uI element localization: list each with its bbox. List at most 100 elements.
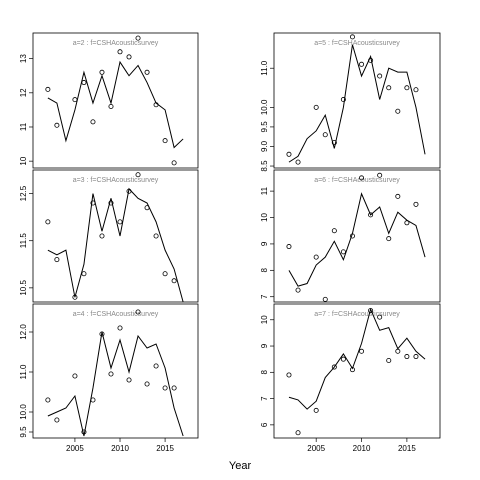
y-tick-label: 10	[260, 315, 269, 324]
panel: a=2 : f=CSHAcousticsurvey 10 11 12 13	[19, 32, 199, 169]
y-tick-label: 13	[19, 54, 28, 63]
y-tick-label: 9.0	[260, 140, 269, 152]
y-tick-label: 11.0	[260, 60, 269, 76]
data-point	[368, 212, 374, 218]
data-point	[126, 188, 132, 194]
data-point	[295, 430, 301, 436]
panel-title: a=6 : f=CSHAcousticsurvey	[314, 177, 400, 184]
data-point	[349, 233, 355, 239]
data-point	[331, 228, 337, 234]
data-point	[45, 219, 51, 225]
series-line	[288, 44, 426, 163]
y-tick-label: 12	[19, 88, 28, 97]
panel: a=7 : f=CSHAcousticsurvey 6 7 8 9 10 2005 2010 2…	[260, 303, 441, 453]
y-tick-label: 9.5	[260, 121, 269, 133]
data-point	[135, 309, 141, 315]
data-point	[108, 103, 114, 109]
y-tick-label: 8	[260, 268, 269, 273]
data-point	[377, 314, 383, 320]
panel: a=3 : f=CSHAcousticsurvey 10.5 11.5 12.5	[19, 169, 199, 303]
y-tick-label: 10.0	[19, 404, 28, 420]
panel: a=5 : f=CSHAcousticsurvey 8.5 9.0 9.5 10.0 11…	[260, 32, 441, 172]
data-point	[377, 172, 383, 178]
y-tick-label: 10.0	[260, 99, 269, 115]
data-point	[162, 138, 168, 144]
series-line	[288, 192, 426, 287]
y-tick-label: 11.0	[19, 364, 28, 380]
data-point	[126, 377, 132, 383]
plot-area	[286, 172, 426, 302]
data-point	[45, 397, 51, 403]
data-point	[286, 244, 292, 250]
data-point	[135, 172, 141, 178]
data-point	[99, 331, 105, 337]
data-point	[171, 385, 177, 391]
data-point	[313, 254, 319, 260]
data-point	[340, 356, 346, 362]
data-point	[117, 219, 123, 225]
panel-frame	[32, 32, 199, 169]
panel-frame	[32, 303, 199, 439]
y-tick-label: 8.5	[260, 160, 269, 172]
plot-area	[286, 34, 426, 165]
data-point	[295, 287, 301, 293]
data-point	[108, 371, 114, 377]
series-line	[288, 307, 426, 410]
data-point	[413, 201, 419, 207]
data-point	[386, 236, 392, 242]
data-point	[144, 205, 150, 211]
y-tick-label: 10	[260, 213, 269, 222]
data-point	[368, 308, 374, 314]
data-point	[72, 373, 78, 379]
data-point	[117, 325, 123, 331]
x-tick-label: 2010	[111, 444, 129, 453]
x-tick-label: 2015	[156, 444, 174, 453]
y-tick-label: 7	[260, 396, 269, 401]
data-point	[171, 278, 177, 284]
y-tick-label: 7	[260, 294, 269, 299]
data-point	[359, 348, 365, 354]
y-tick-label: 6	[260, 422, 269, 427]
data-point	[349, 367, 355, 373]
x-tick-label: 2005	[307, 444, 325, 453]
data-point	[313, 104, 319, 110]
data-point	[404, 85, 410, 91]
x-tick-label: 2010	[353, 444, 371, 453]
series-line	[47, 60, 184, 149]
y-tick-label: 12.5	[19, 185, 28, 201]
data-point	[386, 85, 392, 91]
plot-area	[45, 309, 184, 437]
panel-title: a=3 : f=CSHAcousticsurvey	[73, 177, 159, 184]
data-point	[340, 97, 346, 103]
x-tick-label: 2015	[398, 444, 416, 453]
data-point	[413, 87, 419, 93]
data-point	[162, 385, 168, 391]
data-point	[313, 407, 319, 413]
data-point	[349, 34, 355, 40]
data-point	[81, 80, 87, 86]
plot-area	[286, 307, 426, 436]
panel-frame	[273, 32, 441, 169]
panel-title: a=5 : f=CSHAcousticsurvey	[314, 40, 400, 47]
data-point	[81, 271, 87, 277]
plot-area	[45, 172, 184, 302]
data-point	[395, 348, 401, 354]
data-point	[322, 132, 328, 138]
panel: a=6 : f=CSHAcousticsurvey 7 8 9 10 11	[260, 169, 441, 303]
series-line	[47, 187, 184, 302]
data-point	[135, 35, 141, 41]
data-point	[286, 151, 292, 157]
data-point	[368, 57, 374, 63]
data-point	[331, 140, 337, 146]
y-tick-label: 12.0	[19, 324, 28, 340]
data-point	[108, 200, 114, 206]
y-tick-label: 11	[19, 122, 28, 131]
panel-frame	[32, 169, 199, 303]
data-point	[99, 233, 105, 239]
panel-frame	[273, 303, 441, 439]
data-point	[45, 86, 51, 92]
data-point	[322, 296, 328, 302]
x-tick-label: 2005	[66, 444, 84, 453]
